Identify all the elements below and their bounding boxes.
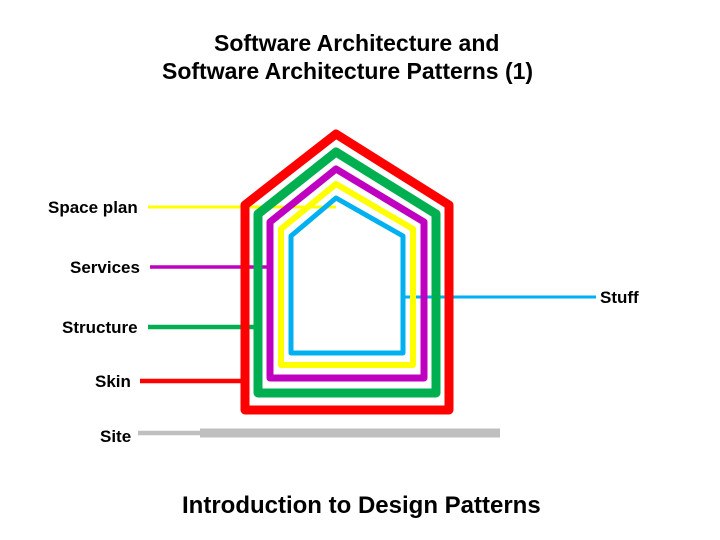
label-services: Services [70,258,140,278]
label-skin: Skin [95,372,131,392]
label-stuff: Stuff [600,288,639,308]
title-line-1: Software Architecture and [214,30,499,57]
house-layer-space-plan [281,184,413,365]
label-space-plan: Space plan [48,198,138,218]
label-site: Site [100,427,131,447]
house-layer-stuff [291,198,403,353]
footer-text: Introduction to Design Patterns [182,492,541,520]
title-line-2: Software Architecture Patterns (1) [162,58,533,85]
label-structure: Structure [62,318,138,338]
